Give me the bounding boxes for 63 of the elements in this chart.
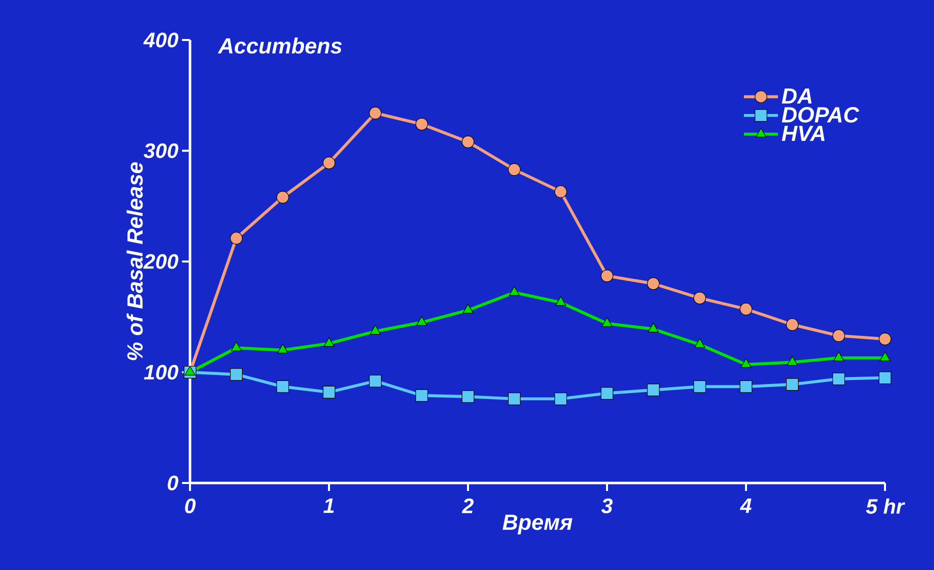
- legend-label: DOPAC: [782, 107, 860, 123]
- y-tick-label: 200: [143, 254, 178, 269]
- y-tick-label: 100: [144, 364, 178, 380]
- point: [740, 302, 752, 316]
- point: [878, 371, 892, 384]
- chart-title: Accumbens: [218, 38, 342, 54]
- y-tick-label: 300: [144, 143, 178, 158]
- point: [230, 342, 242, 352]
- legend-label: HVA: [782, 126, 825, 141]
- point: [415, 389, 428, 402]
- point: [370, 324, 381, 335]
- point: [693, 292, 706, 304]
- legend-label: DA: [782, 88, 812, 104]
- point: [833, 352, 844, 362]
- x-axis-title: Время: [502, 514, 572, 534]
- point: [462, 390, 474, 403]
- x-tick-label: 4: [740, 498, 752, 513]
- point: [508, 163, 521, 176]
- x-tick-label: 3: [601, 498, 613, 514]
- point: [647, 384, 660, 396]
- point: [647, 277, 660, 290]
- point: [554, 185, 567, 198]
- point: [832, 372, 845, 386]
- point: [369, 106, 382, 120]
- point: [415, 118, 428, 130]
- point: [555, 296, 566, 306]
- point: [277, 344, 288, 354]
- x-tick-label: 1: [324, 498, 334, 513]
- point: [322, 156, 336, 170]
- point: [878, 332, 892, 346]
- point: [832, 329, 845, 342]
- point: [462, 136, 474, 148]
- x-tick-label: 0: [185, 498, 196, 514]
- point: [462, 304, 474, 314]
- point: [602, 317, 612, 327]
- point: [786, 318, 799, 331]
- point: [416, 316, 428, 326]
- point: [740, 380, 752, 393]
- point: [648, 322, 659, 332]
- point: [693, 380, 706, 393]
- point: [230, 232, 243, 245]
- point: [230, 368, 243, 381]
- point: [276, 190, 289, 204]
- x-tick-label: 5 hr: [866, 498, 906, 514]
- point: [369, 374, 382, 388]
- y-tick-label: 400: [143, 32, 178, 48]
- point: [694, 338, 706, 348]
- point: [554, 392, 567, 406]
- point: [322, 386, 336, 398]
- point: [600, 387, 614, 400]
- point: [740, 358, 752, 368]
- y-axis-title: % of Basal Release: [126, 162, 143, 360]
- point: [786, 356, 798, 366]
- point: [600, 270, 614, 282]
- x-tick-label: 2: [462, 498, 474, 514]
- point: [324, 337, 334, 347]
- point: [508, 392, 521, 406]
- point: [786, 378, 799, 391]
- point: [508, 286, 520, 296]
- point: [184, 366, 196, 376]
- y-tick-label: 0: [168, 476, 178, 490]
- point: [276, 380, 289, 393]
- point: [880, 352, 890, 362]
